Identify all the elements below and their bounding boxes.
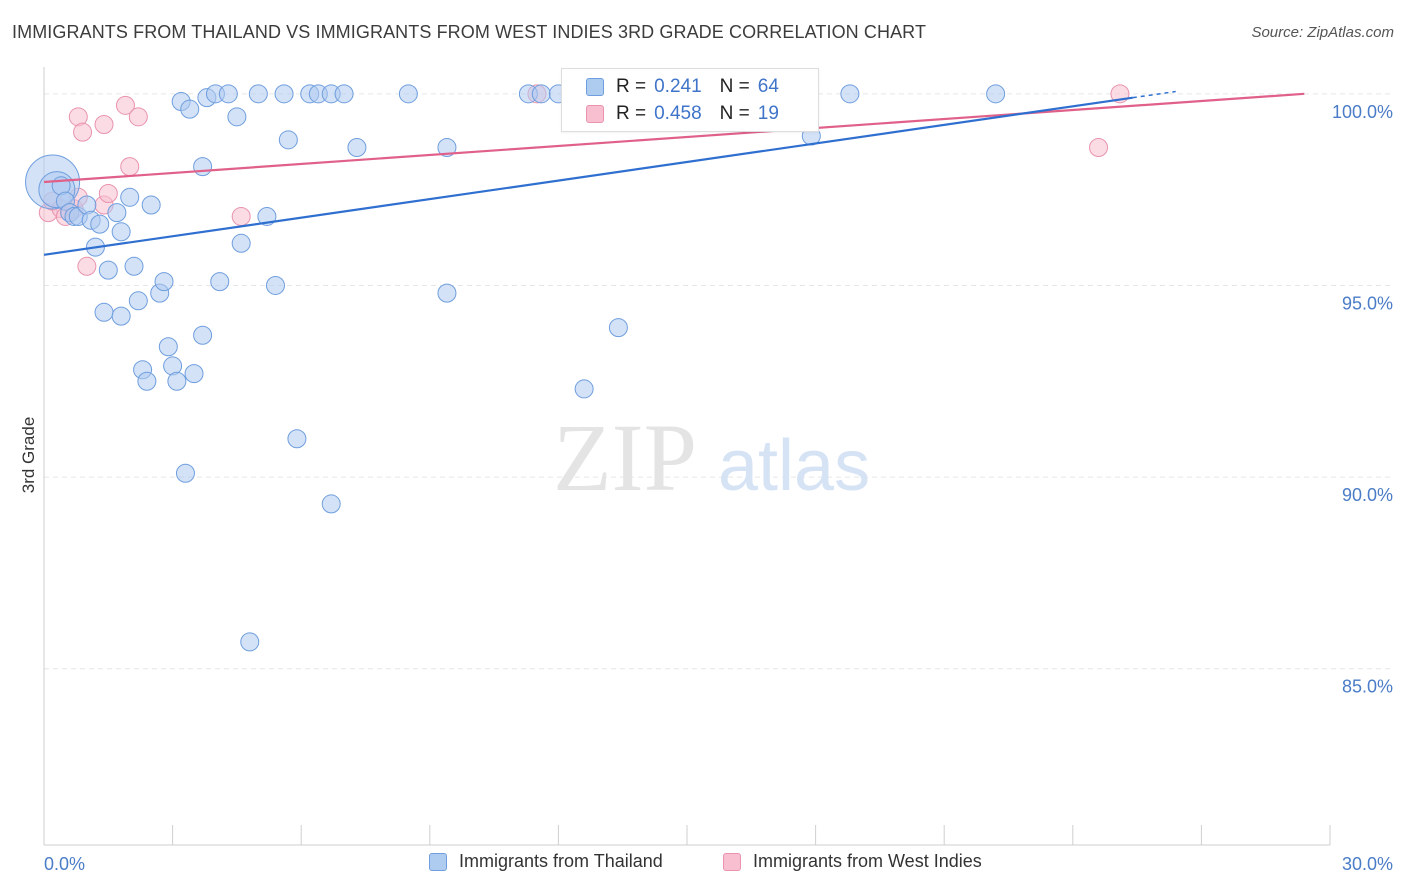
- data-point: [231, 233, 251, 253]
- thailand-swatch: [429, 852, 447, 871]
- data-point: [278, 130, 298, 150]
- data-point: [128, 107, 148, 127]
- data-point: [840, 84, 860, 104]
- data-point: [437, 283, 457, 303]
- legend-item-label: Immigrants from West Indies: [753, 851, 982, 871]
- west-indies-swatch: [723, 852, 741, 871]
- data-point: [231, 206, 251, 226]
- data-point: [94, 114, 114, 134]
- data-point: [94, 302, 114, 322]
- data-point: [154, 272, 174, 292]
- thailand-swatch: [586, 78, 604, 96]
- gridlines: [44, 93, 1393, 670]
- data-point: [986, 84, 1006, 104]
- data-point: [141, 195, 161, 215]
- legend-row-west-indies: R = 0.458 N = 19: [586, 101, 779, 127]
- legend-item-west-indies: Immigrants from West Indies: [723, 851, 982, 872]
- data-point: [98, 183, 118, 203]
- data-point: [531, 84, 551, 104]
- data-point: [193, 325, 213, 345]
- data-point: [184, 364, 204, 384]
- y-tick-label: 100.0%: [1332, 102, 1393, 122]
- data-point: [124, 256, 144, 276]
- y-tick-label: 90.0%: [1342, 485, 1393, 505]
- data-point: [1089, 137, 1109, 157]
- west-indies-swatch: [586, 105, 604, 123]
- legend-r-label: R =: [616, 103, 647, 124]
- data-point: [158, 337, 178, 357]
- data-point: [287, 429, 307, 449]
- data-point: [398, 84, 418, 104]
- data-point: [137, 371, 157, 391]
- data-point: [175, 463, 195, 483]
- data-point: [120, 187, 140, 207]
- data-point: [111, 306, 131, 326]
- watermark-atlas: atlas: [718, 426, 870, 506]
- legend-n-value: 64: [757, 76, 779, 97]
- y-tick-label: 85.0%: [1342, 677, 1393, 697]
- y-axis-label: 3rd Grade: [19, 417, 38, 494]
- legend-n-value: 19: [757, 103, 779, 124]
- data-point: [77, 256, 97, 276]
- data-point: [107, 203, 127, 223]
- data-point: [274, 84, 294, 104]
- data-point: [347, 137, 367, 157]
- legend-item-label: Immigrants from Thailand: [459, 851, 663, 871]
- trend-lines: [43, 90, 1305, 256]
- data-point: [437, 137, 457, 157]
- y-tick-label: 95.0%: [1342, 293, 1393, 313]
- data-point: [210, 272, 230, 292]
- series-legend: Immigrants from Thailand Immigrants from…: [0, 851, 1406, 877]
- legend-r-label: R =: [616, 76, 647, 97]
- trend-line-west-indies: [43, 92, 1305, 184]
- legend-item-thailand: Immigrants from Thailand: [429, 851, 663, 872]
- y-tick-labels: 85.0% 90.0% 95.0% 100.0%: [1332, 102, 1393, 697]
- data-point: [90, 214, 110, 234]
- trend-line-thailand-extension: [1132, 90, 1176, 99]
- data-point: [98, 260, 118, 280]
- x-tick-labels: 0.0% 30.0%: [44, 854, 1393, 874]
- legend-n-label: N =: [719, 103, 750, 124]
- data-point: [248, 84, 268, 104]
- source-credit: Source: ZipAtlas.com: [1251, 24, 1394, 41]
- chart-title: IMMIGRANTS FROM THAILAND VS IMMIGRANTS F…: [12, 22, 927, 42]
- legend-r-value: 0.241: [654, 76, 702, 97]
- data-point: [240, 632, 260, 652]
- series-thailand-points: [25, 84, 1006, 652]
- data-point: [193, 157, 213, 177]
- data-point: [574, 379, 594, 399]
- x-tick-label: 0.0%: [44, 854, 85, 874]
- data-point: [128, 291, 148, 311]
- stats-legend: R = 0.241 N = 64 R = 0.458 N = 19: [561, 68, 819, 132]
- data-point: [167, 371, 187, 391]
- data-point: [218, 84, 238, 104]
- data-point: [227, 107, 247, 127]
- watermark: ZIP atlas: [553, 404, 870, 511]
- data-point: [115, 95, 135, 115]
- legend-r-value: 0.458: [654, 103, 702, 124]
- x-tick-label: 30.0%: [1342, 854, 1393, 874]
- data-point: [111, 222, 131, 242]
- data-point: [265, 275, 285, 295]
- legend-n-label: N =: [719, 76, 750, 97]
- trend-line-thailand: [43, 96, 1133, 256]
- data-point: [73, 122, 93, 142]
- data-point: [608, 318, 628, 338]
- data-point: [334, 84, 354, 104]
- data-point: [180, 99, 200, 119]
- data-point: [321, 494, 341, 514]
- watermark-zip: ZIP: [553, 404, 697, 511]
- data-point: [120, 157, 140, 177]
- legend-row-thailand: R = 0.241 N = 64: [586, 74, 779, 100]
